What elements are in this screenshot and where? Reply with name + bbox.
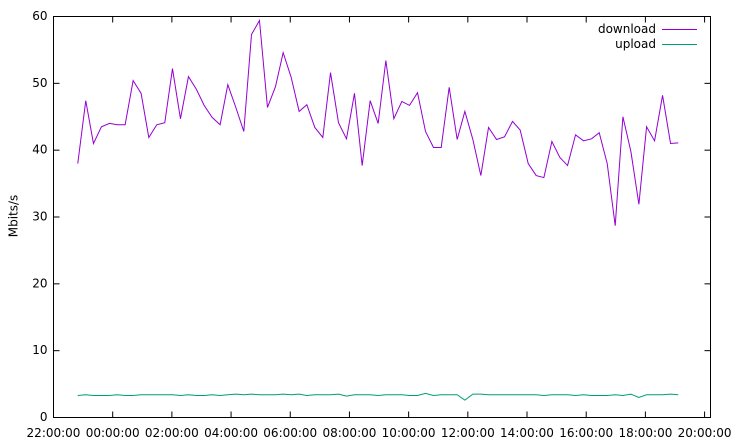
- x-tick-label: 02:00:00: [145, 426, 199, 440]
- x-tick-label: 20:00:00: [678, 426, 731, 440]
- legend-label: download: [598, 22, 656, 36]
- x-tick-label: 12:00:00: [441, 426, 495, 440]
- legend-label: upload: [615, 37, 656, 51]
- y-tick-label: 30: [32, 210, 47, 224]
- y-tick-label: 0: [40, 410, 48, 424]
- series-line: [77, 392, 679, 401]
- y-tick-label: 10: [32, 343, 47, 357]
- series-line: [77, 18, 679, 226]
- plot-border: [53, 16, 711, 418]
- x-tick-label: 16:00:00: [559, 426, 613, 440]
- x-tick-label: 14:00:00: [500, 426, 554, 440]
- x-tick-label: 00:00:00: [86, 426, 140, 440]
- x-tick-label: 18:00:00: [618, 426, 672, 440]
- x-tick-label: 06:00:00: [263, 426, 317, 440]
- x-tick-label: 22:00:00: [27, 426, 81, 440]
- x-tick-label: 04:00:00: [204, 426, 258, 440]
- y-tick-label: 20: [32, 276, 47, 290]
- x-tick-label: 10:00:00: [382, 426, 436, 440]
- x-tick-label: 08:00:00: [322, 426, 376, 440]
- y-axis-label: Mbits/s: [7, 195, 21, 238]
- y-tick-label: 60: [32, 9, 47, 23]
- y-tick-label: 40: [32, 143, 47, 157]
- y-tick-label: 50: [32, 76, 47, 90]
